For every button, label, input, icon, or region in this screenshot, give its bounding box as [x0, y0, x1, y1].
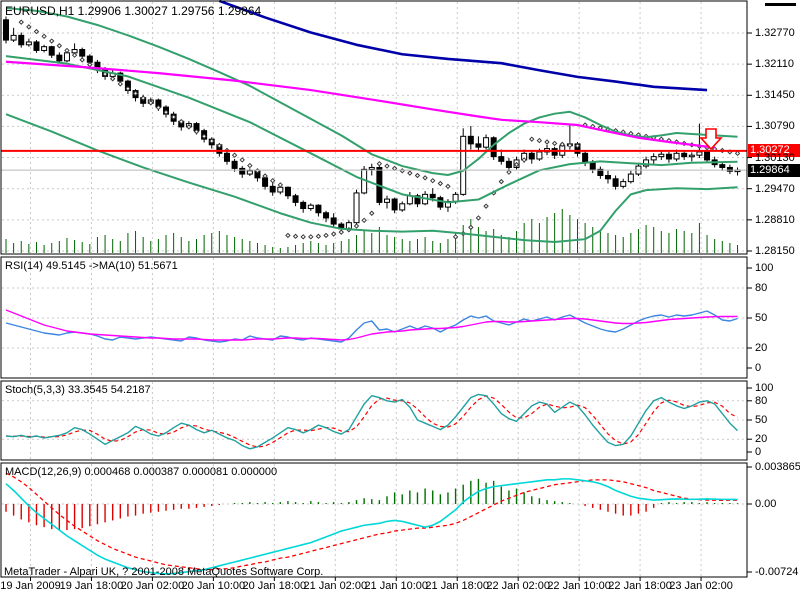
time-label: 22 Jan 02:00: [486, 580, 550, 592]
price-tick-label: 1.30130: [755, 151, 795, 164]
price-lines-layer: [1, 149, 747, 171]
sar-dots-layer: [18, 19, 741, 240]
time-label: 19 Jan 2009: [0, 580, 61, 592]
macd-tick-label: 0.003865: [755, 461, 800, 473]
time-label: 20 Jan 10:00: [181, 580, 246, 592]
time-label: 21 Jan 10:00: [364, 580, 429, 592]
stoch-indicator-label: Stoch(5,3,3) 33.3545 54.2187: [5, 384, 151, 396]
watermark-text: MetaTrader - Alpari UK, ? 2001-2008 Meta…: [4, 566, 324, 578]
rsi-tick-label: 20: [755, 342, 768, 354]
candles-layer: [3, 16, 741, 234]
macd-tick-label: 0.00: [755, 498, 777, 510]
time-label: 20 Jan 02:00: [120, 580, 185, 592]
time-label: 22 Jan 10:00: [547, 580, 611, 592]
sell-arrow-icon: [699, 128, 723, 151]
overlay-lines-layer: [5, 0, 738, 244]
stoch-tick-label: 20: [755, 433, 768, 446]
macd-tick-label: -0.00724: [755, 566, 799, 578]
price-tick-label: 1.30790: [755, 120, 795, 133]
rsi-tick-label: 50: [755, 312, 768, 324]
rsi-lines-layer: [5, 309, 738, 343]
chart-title: EURUSD,H1 1.29906 1.30027 1.29756 1.2986…: [5, 4, 262, 18]
price-tick-label: 1.31450: [755, 89, 795, 102]
stoch-tick-label: 50: [755, 414, 768, 426]
volume-layer: [5, 209, 739, 253]
stoch-tick-label: 80: [755, 394, 768, 407]
bid-price-badge: 1.29864: [748, 164, 800, 177]
macd-indicator-label: MACD(12,26,9) 0.000468 0.000387 0.000081…: [5, 466, 278, 478]
time-label: 22 Jan 18:00: [608, 580, 672, 592]
red-hline-price-badge[interactable]: 1.30272: [748, 144, 800, 157]
rsi-tick-label: 0: [755, 362, 762, 374]
price-tick-label: 1.32770: [755, 27, 795, 39]
time-label: 21 Jan 02:00: [303, 580, 368, 592]
price-tick-label: 1.28810: [755, 213, 795, 226]
grid-layer: [2, 2, 746, 576]
stoch-lines-layer: [5, 393, 739, 450]
rsi-indicator-label: RSI(14) 49.5145 ->MA(10) 51.5671: [5, 260, 178, 272]
rsi-tick-label: 80: [755, 282, 768, 294]
time-label: 21 Jan 18:00: [425, 580, 490, 592]
price-tick-label: 1.28150: [755, 244, 795, 257]
time-label: 19 Jan 18:00: [59, 580, 124, 592]
price-tick-label: 1.29470: [755, 182, 795, 195]
price-tick-label: 1.32110: [755, 58, 794, 71]
time-label: 20 Jan 18:00: [242, 580, 307, 592]
stoch-tick-label: 100: [755, 382, 774, 394]
panel-borders-layer: [0, 0, 796, 581]
time-label: 23 Jan 02:00: [669, 580, 733, 592]
macd-layer: [5, 472, 739, 575]
rsi-tick-label: 100: [755, 262, 774, 274]
stoch-tick-label: 0: [755, 446, 762, 458]
